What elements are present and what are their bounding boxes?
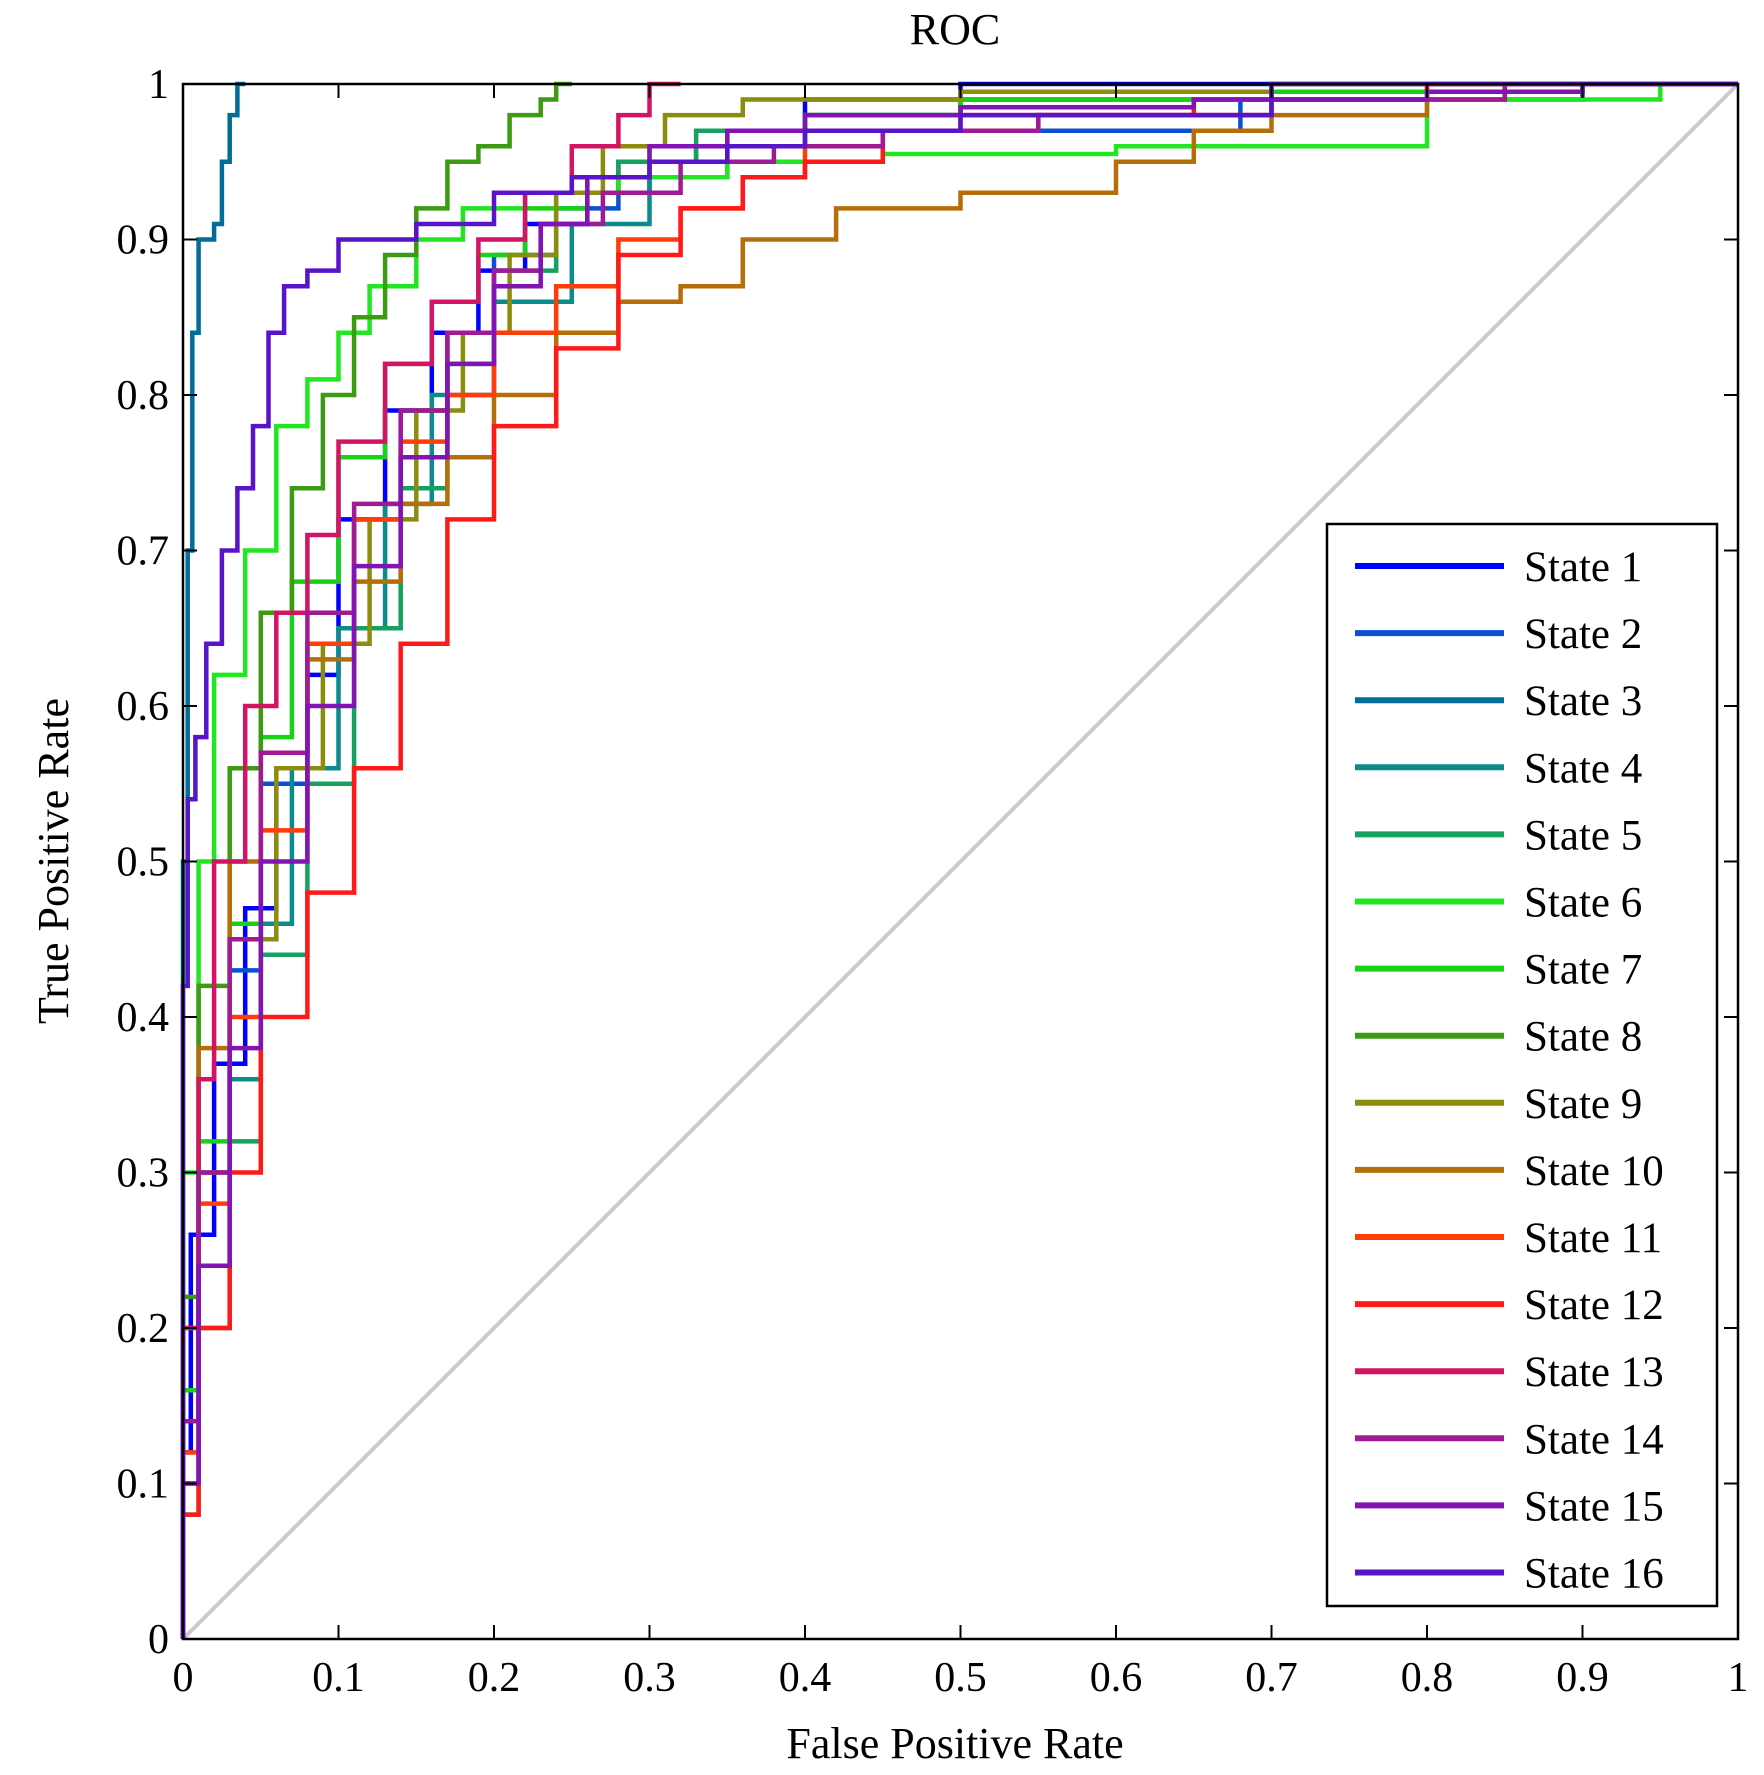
legend-label-state-11: State 11 bbox=[1524, 1215, 1662, 1262]
legend-label-state-15: State 15 bbox=[1524, 1483, 1664, 1530]
roc-curve-state-13 bbox=[180, 81, 681, 1639]
y-tick-label: 0 bbox=[148, 1617, 169, 1663]
y-tick-label: 0.9 bbox=[117, 218, 170, 264]
legend-label-state-5: State 5 bbox=[1524, 812, 1642, 859]
roc-curve-state-16 bbox=[180, 81, 1738, 1639]
x-tick-label: 0.3 bbox=[623, 1655, 676, 1701]
y-tick-label: 0.6 bbox=[117, 684, 170, 730]
chance-diagonal-line bbox=[181, 82, 1740, 1641]
legend-box bbox=[1325, 522, 1719, 1608]
x-axis-label: False Positive Rate bbox=[786, 1719, 1123, 1768]
legend-label-state-3: State 3 bbox=[1524, 678, 1642, 725]
legend-label-state-9: State 9 bbox=[1524, 1081, 1642, 1128]
roc-curve-state-8 bbox=[180, 81, 572, 1639]
x-tick-label: 0.2 bbox=[468, 1655, 521, 1701]
x-tick-label: 0 bbox=[173, 1655, 194, 1701]
roc-curve-state-14 bbox=[180, 81, 1738, 1639]
legend-label-state-2: State 2 bbox=[1524, 611, 1642, 658]
legend-label-state-6: State 6 bbox=[1524, 880, 1642, 927]
legend-label-state-8: State 8 bbox=[1524, 1014, 1642, 1061]
y-tick-label: 0.8 bbox=[117, 373, 170, 419]
x-tick-label: 0.9 bbox=[1556, 1655, 1609, 1701]
y-tick-label: 0.4 bbox=[117, 995, 170, 1041]
x-tick-label: 0.5 bbox=[934, 1655, 987, 1701]
x-tick-label: 0.8 bbox=[1401, 1655, 1454, 1701]
y-axis-label: True Positive Rate bbox=[29, 698, 78, 1024]
legend-label-state-13: State 13 bbox=[1524, 1349, 1664, 1396]
legend-label-state-16: State 16 bbox=[1524, 1551, 1664, 1598]
roc-curve-state-15 bbox=[180, 81, 1738, 1639]
roc-curve-state-3 bbox=[180, 81, 246, 1639]
x-tick-label: 0.4 bbox=[779, 1655, 832, 1701]
x-tick-label: 0.1 bbox=[312, 1655, 365, 1701]
y-tick-label: 0.7 bbox=[117, 529, 170, 575]
chart-title: ROC bbox=[910, 5, 1000, 54]
y-tick-label: 1 bbox=[148, 62, 169, 108]
legend-label-state-1: State 1 bbox=[1524, 544, 1642, 591]
legend-label-state-4: State 4 bbox=[1524, 745, 1642, 792]
y-tick-label: 0.2 bbox=[117, 1306, 170, 1352]
legend-label-state-7: State 7 bbox=[1524, 947, 1642, 994]
x-tick-label: 1 bbox=[1728, 1655, 1749, 1701]
legend-label-state-14: State 14 bbox=[1524, 1416, 1664, 1463]
legend-label-state-10: State 10 bbox=[1524, 1148, 1664, 1195]
y-tick-label: 0.1 bbox=[117, 1462, 170, 1508]
x-tick-label: 0.7 bbox=[1245, 1655, 1298, 1701]
legend-label-state-12: State 12 bbox=[1524, 1282, 1664, 1329]
x-tick-label: 0.6 bbox=[1090, 1655, 1143, 1701]
y-tick-label: 0.3 bbox=[117, 1151, 170, 1197]
legend: State 1 State 2 State 3 State 4 State 5 State… bbox=[1325, 522, 1719, 1608]
y-tick-label: 0.5 bbox=[117, 840, 170, 886]
